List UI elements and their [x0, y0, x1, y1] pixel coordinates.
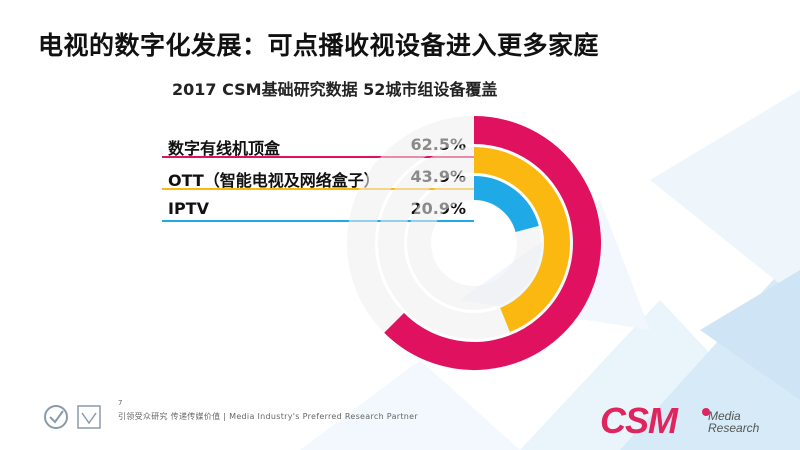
logo-dot — [702, 408, 710, 416]
bg-triangle — [300, 360, 520, 450]
certification-badges — [44, 405, 101, 429]
check-icon — [49, 410, 64, 424]
legend-rule — [162, 156, 474, 158]
ring-bar-1 — [384, 116, 601, 370]
legend-rule — [162, 188, 474, 190]
ring-bar-2 — [473, 147, 570, 333]
page-title: 电视的数字化发展：可点播收视设备进入更多家庭 — [38, 31, 600, 60]
legend-label: 数字有线机顶盒 — [168, 139, 281, 158]
crown-icon — [81, 412, 97, 425]
sgs-badge-icon — [44, 405, 68, 429]
footer-tagline: 引领受众研究 传递传媒价值 | Media Industry's Preferr… — [118, 412, 418, 421]
bg-triangle — [700, 270, 800, 400]
legend-label: OTT（智能电视及网络盒子） — [168, 171, 380, 190]
logo-text-media: Media — [708, 409, 741, 423]
csm-logo: CSM Media Research — [600, 400, 780, 441]
ring-bar-3 — [473, 176, 539, 233]
page-number: 7 — [118, 399, 123, 407]
chart-title: 2017 CSM基础研究数据 52城市组设备覆盖 — [172, 80, 498, 99]
logo-text-research: Research — [708, 421, 760, 435]
legend-rule — [162, 220, 474, 222]
bg-triangle — [650, 90, 800, 300]
legend-label: IPTV — [168, 199, 209, 218]
ukas-badge-icon — [77, 405, 101, 429]
logo-wordmark: CSM — [600, 400, 678, 441]
